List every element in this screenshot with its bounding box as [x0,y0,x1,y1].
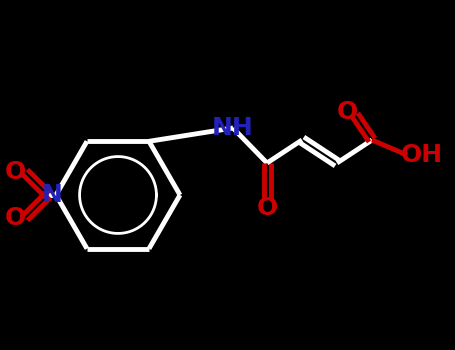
Text: O: O [5,160,25,184]
Text: N: N [41,183,62,207]
Text: O: O [336,100,358,124]
Text: NH: NH [212,116,254,140]
Text: OH: OH [401,143,443,167]
Text: O: O [256,196,278,220]
Text: O: O [5,206,25,230]
